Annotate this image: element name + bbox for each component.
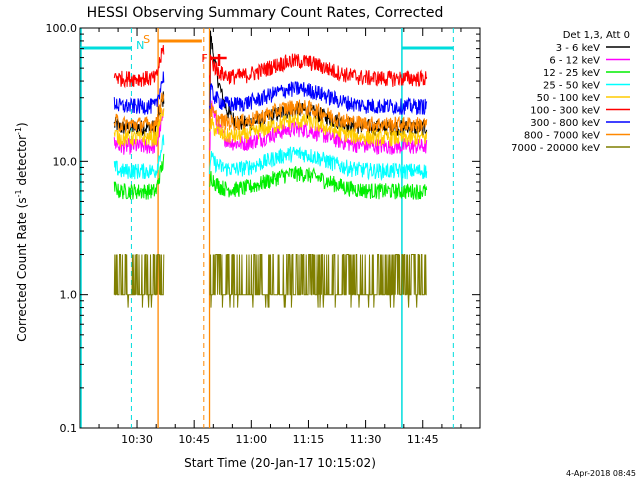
night-bars-layer bbox=[80, 28, 454, 428]
series-25-50keV bbox=[113, 134, 428, 182]
x-axis-label: Start Time (20-Jan-17 10:15:02) bbox=[184, 456, 376, 470]
y-tick-label: 0.1 bbox=[60, 422, 78, 435]
y-tick-label: 1.0 bbox=[60, 289, 78, 302]
flag-s: S bbox=[143, 33, 150, 46]
x-tick-label: 11:15 bbox=[293, 433, 325, 446]
series-7000-20000keV bbox=[113, 254, 427, 308]
series-line bbox=[209, 99, 428, 133]
series-line bbox=[113, 254, 165, 308]
flag-f: F bbox=[201, 52, 207, 65]
series-line bbox=[113, 134, 165, 180]
y-tick-label: 100.0 bbox=[46, 22, 78, 35]
series-line bbox=[113, 44, 165, 89]
x-tick-label: 11:45 bbox=[407, 433, 439, 446]
series-line bbox=[209, 113, 428, 147]
series-line bbox=[113, 71, 165, 115]
x-tick-label: 10:45 bbox=[178, 433, 210, 446]
x-tick-label: 11:00 bbox=[235, 433, 267, 446]
series-line bbox=[113, 107, 165, 149]
series-line bbox=[209, 254, 427, 308]
legend-label: 12 - 25 keV bbox=[543, 68, 600, 79]
series-300-800keV bbox=[113, 71, 428, 116]
legend-label: 3 - 6 keV bbox=[556, 43, 600, 54]
series-line bbox=[209, 81, 428, 116]
series-12-25keV bbox=[113, 153, 428, 200]
flag-n: N bbox=[136, 39, 144, 52]
flag-layer: SN F bbox=[136, 33, 227, 66]
series-800-7000keV bbox=[113, 92, 428, 134]
legend-label: 800 - 7000 keV bbox=[524, 131, 600, 142]
y-axis-label: Corrected Count Rate (s-1 detector-1) bbox=[14, 122, 29, 341]
legend-label: 25 - 50 keV bbox=[543, 81, 600, 92]
plot-frame-layer bbox=[79, 27, 481, 429]
legend-label: 300 - 800 keV bbox=[530, 118, 600, 129]
series-line bbox=[209, 146, 428, 182]
chart-title: HESSI Observing Summary Count Rates, Cor… bbox=[87, 5, 444, 21]
x-tick-label: 10:30 bbox=[121, 433, 153, 446]
legend-label: 6 - 12 keV bbox=[549, 56, 600, 67]
legend-title: Det 1,3, Att 0 bbox=[563, 30, 630, 41]
legend-label: 50 - 100 keV bbox=[537, 93, 601, 104]
series-line bbox=[113, 153, 165, 200]
series-100-300keV bbox=[113, 44, 428, 89]
y-tick-label: 10.0 bbox=[53, 155, 78, 168]
series-50-100keV bbox=[113, 107, 428, 149]
ticks-layer: 100.0 10.0 1.0 0.1 10:30 10:45 11:00 11:15 11:30… bbox=[46, 22, 480, 446]
series-line bbox=[209, 53, 428, 88]
series-line bbox=[113, 92, 165, 134]
series-layer bbox=[113, 30, 428, 308]
x-tick-label: 11:30 bbox=[350, 433, 382, 446]
series-line bbox=[209, 165, 428, 200]
legend-label: 7000 - 20000 keV bbox=[511, 143, 600, 154]
timestamp: 4-Apr-2018 08:45 bbox=[566, 469, 636, 478]
legend-label: 100 - 300 keV bbox=[530, 106, 600, 117]
plot-frame bbox=[79, 27, 481, 429]
